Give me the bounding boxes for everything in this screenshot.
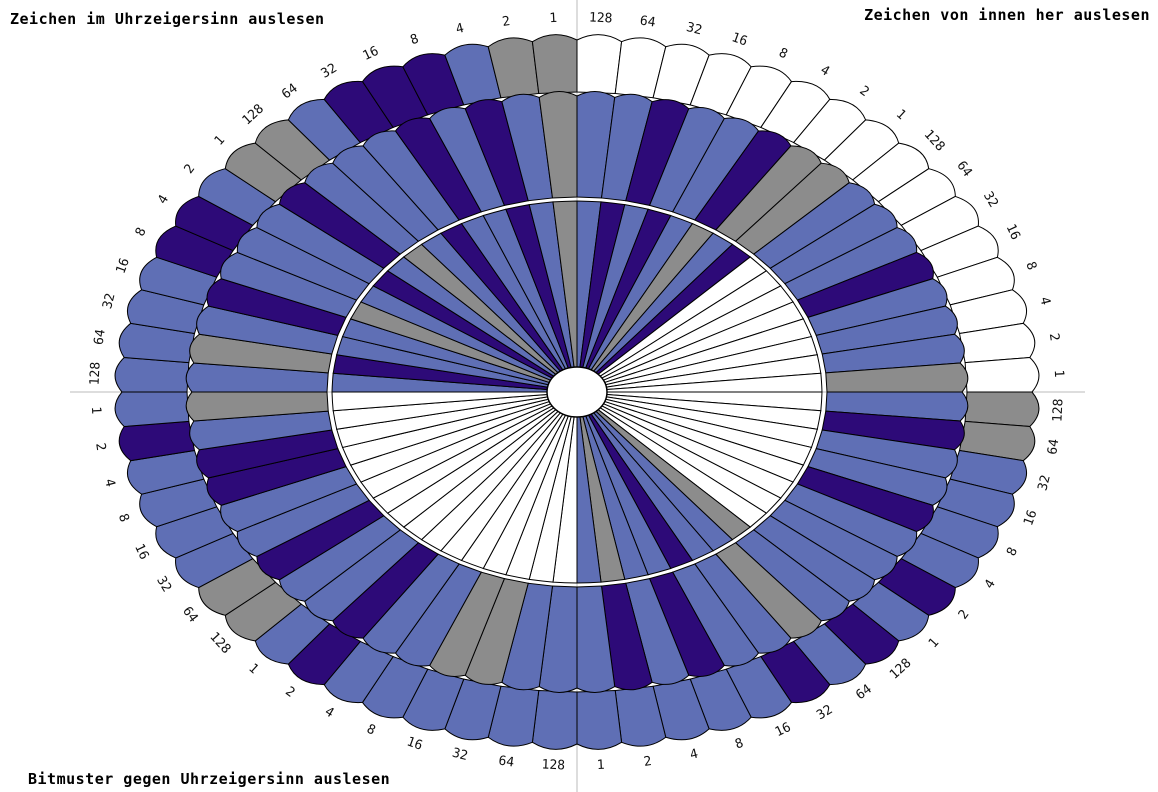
bit-weight-label: 16 <box>114 256 133 276</box>
instruction-read-bits-counterclockwise: Bitmuster gegen Uhrzeigersinn auslesen <box>28 770 391 788</box>
bit-weight-label: 16 <box>361 44 382 64</box>
center-bit-segment <box>552 200 578 368</box>
bit-weight-label: 64 <box>92 328 109 346</box>
bit-weight-label: 8 <box>1022 260 1039 272</box>
outer-bit-segment <box>964 391 1040 428</box>
bit-weight-label: 1 <box>549 11 558 26</box>
bit-weight-label: 8 <box>733 736 745 753</box>
bit-weight-label: 128 <box>541 757 565 773</box>
bit-weight-label: 64 <box>179 604 200 626</box>
bit-weight-label: 128 <box>206 629 233 656</box>
bit-weight-label: 2 <box>92 442 108 452</box>
bit-weight-label: 4 <box>982 577 999 592</box>
outer-bit-segment <box>576 690 623 750</box>
bit-weight-label: 16 <box>730 30 750 49</box>
bit-weight-label: 2 <box>501 14 511 30</box>
bit-weight-label: 64 <box>639 13 657 30</box>
outer-bit-segment <box>964 356 1040 393</box>
bit-weight-label: 1 <box>926 635 942 651</box>
bit-weight-label: 4 <box>155 192 172 207</box>
bit-weight-label: 1 <box>88 406 103 415</box>
bit-weight-label: 32 <box>100 292 118 311</box>
bit-weight-label: 1 <box>212 133 228 149</box>
bit-weight-label: 32 <box>319 61 340 82</box>
bit-weight-label: 4 <box>101 477 117 488</box>
bit-weight-label: 128 <box>921 127 948 154</box>
bit-weight-label: 32 <box>450 746 469 764</box>
inner-bit-segment <box>538 91 578 199</box>
bit-weight-label: 8 <box>776 45 789 62</box>
bit-weight-label: 128 <box>589 10 613 26</box>
bit-weight-label: 32 <box>814 702 835 723</box>
bit-weight-label: 2 <box>1046 332 1062 342</box>
bit-weight-label: 2 <box>643 754 653 770</box>
bit-weight-label: 16 <box>131 542 151 563</box>
bit-weight-label: 8 <box>133 225 150 238</box>
bit-weight-label: 4 <box>454 21 465 37</box>
bit-weight-label: 64 <box>279 81 301 102</box>
bit-weight-label: 16 <box>1003 222 1023 243</box>
bit-weight-label: 16 <box>405 734 425 753</box>
bit-weight-label: 32 <box>685 20 704 38</box>
bit-weight-label: 2 <box>956 607 973 622</box>
bit-weight-label: 8 <box>1004 545 1021 558</box>
inner-ring <box>185 91 969 693</box>
bit-weight-label: 8 <box>408 32 420 49</box>
wheel-hub <box>546 366 608 418</box>
bit-weight-label: 4 <box>688 747 699 763</box>
instruction-read-clockwise: Zeichen im Uhrzeigersinn auslesen <box>10 10 325 28</box>
bit-weight-label: 32 <box>153 574 174 595</box>
bit-weight-label: 64 <box>853 682 875 703</box>
instruction-read-from-inside: Zeichen von innen her auslesen <box>864 6 1150 24</box>
outer-bit-segment <box>576 34 623 94</box>
bit-weight-label: 64 <box>1045 438 1062 456</box>
bit-weight-label: 1 <box>245 661 261 677</box>
bit-weight-label: 32 <box>1035 473 1053 492</box>
bit-weight-label: 8 <box>364 722 377 739</box>
outer-bit-segment <box>114 391 190 428</box>
bit-weight-label: 128 <box>88 362 104 386</box>
bit-weight-label: 64 <box>497 753 515 770</box>
outer-ring <box>114 34 1040 750</box>
bit-weight-label: 16 <box>773 720 794 740</box>
bit-weight-label: 128 <box>887 656 914 683</box>
bit-weight-label: 128 <box>1050 398 1066 422</box>
bit-weight-label: 2 <box>856 83 871 100</box>
bit-weight-label: 128 <box>240 101 267 128</box>
bit-weight-label: 1 <box>1051 369 1066 378</box>
bit-weight-label: 8 <box>115 512 132 524</box>
center-ring <box>331 200 823 584</box>
outer-bit-segment <box>114 356 190 393</box>
bit-weight-label: 2 <box>182 162 199 177</box>
bit-weight-label: 4 <box>322 704 337 721</box>
bit-weight-label: 1 <box>893 107 909 123</box>
bit-weight-label: 4 <box>818 63 833 80</box>
bit-weight-label: 1 <box>596 758 605 773</box>
bit-weight-label: 4 <box>1036 295 1052 306</box>
outer-bit-segment <box>531 34 578 94</box>
bit-weight-label: 64 <box>953 158 974 180</box>
bit-weight-label: 2 <box>282 684 297 701</box>
bit-weight-label: 32 <box>980 189 1001 210</box>
outer-bit-segment <box>531 690 578 750</box>
bit-weight-label: 16 <box>1021 508 1040 528</box>
